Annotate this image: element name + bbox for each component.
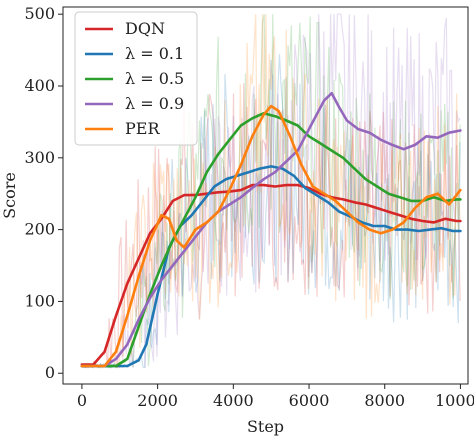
legend-label: λ = 0.5 bbox=[125, 69, 184, 88]
raw-trace-1 bbox=[81, 54, 461, 369]
raw-trace-4 bbox=[81, 14, 461, 369]
raw-noise-layer bbox=[81, 13, 461, 369]
legend-label: λ = 0.9 bbox=[125, 94, 184, 113]
raw-trace-3 bbox=[81, 13, 461, 369]
y-axis-label: Score bbox=[0, 172, 19, 219]
legend: DQN λ = 0.1 λ = 0.5 λ = 0.9 PER bbox=[74, 11, 198, 146]
legend-label: DQN bbox=[125, 19, 165, 38]
x-tick-label: 8000 bbox=[364, 391, 405, 410]
y-tick-label: 300 bbox=[24, 148, 55, 167]
x-tick-label: 0 bbox=[77, 391, 87, 410]
series-line-4 bbox=[80, 104, 462, 368]
y-tick-label: 200 bbox=[24, 220, 55, 239]
plot-frame bbox=[62, 6, 469, 385]
y-tick-label: 0 bbox=[45, 363, 55, 382]
x-tick-label: 2000 bbox=[137, 391, 178, 410]
legend-label: PER bbox=[125, 119, 160, 138]
y-tick-label: 400 bbox=[24, 76, 55, 95]
y-tick-label: 100 bbox=[24, 291, 55, 310]
legend-box bbox=[74, 11, 198, 146]
x-axis-label: Step bbox=[247, 417, 284, 436]
legend-label: λ = 0.1 bbox=[125, 44, 184, 63]
x-tick-label: 6000 bbox=[289, 391, 330, 410]
y-axis-ticks: 0 100 200 300 400 500 bbox=[24, 4, 63, 382]
series-line-0 bbox=[80, 183, 462, 366]
y-tick-label: 500 bbox=[24, 4, 55, 23]
raw-trace-2 bbox=[81, 14, 461, 369]
smoothed-lines-layer bbox=[80, 91, 462, 368]
series-line-3 bbox=[80, 91, 462, 368]
series-line-1 bbox=[80, 165, 462, 368]
x-tick-label: 4000 bbox=[213, 391, 254, 410]
